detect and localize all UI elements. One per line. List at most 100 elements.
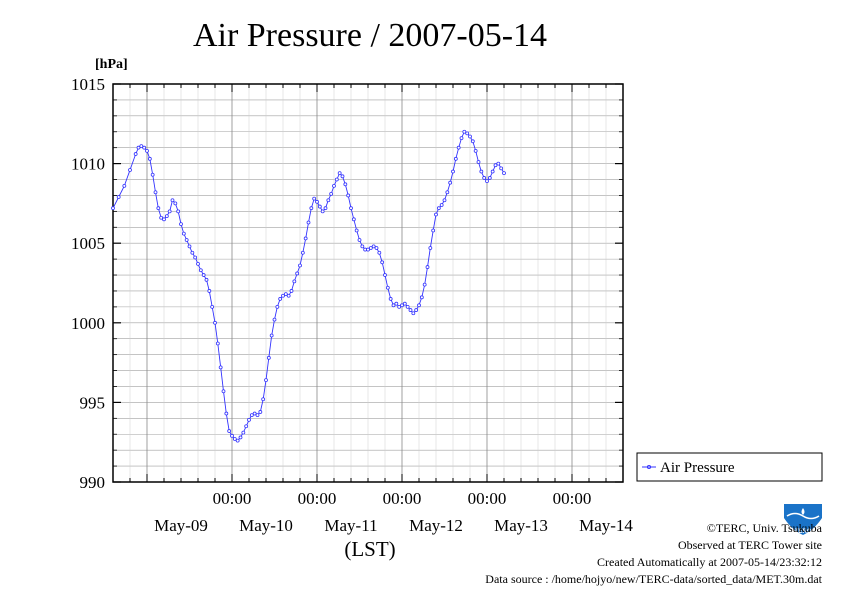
data-point (462, 129, 467, 134)
data-point (397, 304, 402, 309)
data-point (218, 365, 223, 370)
data-point (456, 145, 461, 150)
data-point (215, 341, 220, 346)
data-point (252, 411, 257, 416)
data-point (332, 183, 336, 188)
data-point (351, 217, 356, 222)
data-point (479, 169, 484, 174)
y-axis-unit: [hPa] (95, 57, 128, 72)
data-point (343, 182, 348, 187)
legend: Air Pressure (636, 452, 823, 482)
data-point (173, 201, 178, 206)
data-point (187, 244, 192, 249)
data-point (357, 238, 362, 242)
data-point (153, 190, 158, 195)
data-point (295, 271, 300, 276)
data-point (383, 273, 387, 277)
data-point (346, 193, 351, 198)
data-point (258, 410, 263, 414)
data-point (468, 134, 472, 139)
data-point (442, 198, 447, 203)
data-point (436, 206, 441, 211)
data-point (128, 168, 132, 172)
data-point (162, 217, 166, 222)
data-point (354, 228, 359, 233)
legend-swatch-marker (646, 464, 652, 470)
data-point (210, 304, 215, 309)
data-point (159, 215, 164, 220)
terc-logo-wave (786, 512, 820, 520)
data-point (419, 295, 424, 300)
data-point (309, 206, 314, 211)
terc-logo-text: TERC (795, 529, 812, 535)
data-point (312, 196, 317, 201)
x-date-label: May-12 (409, 516, 463, 535)
chart-title: Air Pressure / 2007-05-14 (193, 17, 547, 54)
data-point (249, 413, 254, 418)
data-point (391, 303, 396, 308)
data-point (394, 301, 399, 306)
data-point (145, 148, 149, 153)
data-point (190, 250, 195, 255)
data-point (414, 308, 419, 312)
data-point (445, 190, 450, 195)
data-point (385, 285, 390, 290)
data-point (235, 438, 240, 443)
data-point (360, 244, 365, 249)
data-point (405, 304, 410, 309)
data-point (340, 174, 345, 179)
y-axis: 990 995 1000 1005 1010 1015 (71, 75, 623, 492)
data-point (198, 268, 203, 273)
data-point (204, 277, 209, 282)
data-point (264, 378, 268, 383)
x-date-label: May-14 (579, 516, 633, 535)
x-time-label: 00:00 (468, 489, 507, 508)
data-point (417, 303, 421, 308)
data-point (181, 231, 186, 236)
data-point (439, 203, 444, 207)
data-point (315, 199, 319, 204)
data-point (400, 303, 404, 308)
data-point (193, 255, 198, 260)
data-point (496, 161, 501, 166)
x-date-label: May-10 (239, 516, 293, 535)
data-point (329, 191, 334, 196)
x-date-label: May-13 (494, 516, 548, 535)
data-point (453, 156, 458, 161)
data-point (428, 246, 433, 250)
data-point (232, 437, 237, 441)
data-point (283, 292, 288, 297)
data-point (278, 297, 283, 301)
data-point (377, 250, 382, 255)
data-point (116, 195, 121, 199)
data-point (133, 152, 138, 156)
data-point (201, 273, 206, 277)
data-point (184, 238, 189, 242)
y-tick-label: 995 (80, 393, 106, 412)
data-point (482, 176, 487, 180)
data-point (269, 333, 274, 338)
created-text: Created Automatically at 2007-05-14/23:3… (597, 555, 822, 569)
data-point (502, 171, 506, 176)
x-axis-label: (LST) (344, 537, 395, 561)
y-tick-label: 1005 (71, 234, 105, 253)
data-point (167, 209, 172, 214)
x-axis: 00:00 00:00 00:00 00:00 00:00 May-09 May-10 May… (129, 84, 633, 535)
data-point (485, 179, 489, 184)
data-point (337, 171, 342, 176)
data-point (292, 279, 297, 284)
data-point (371, 244, 376, 249)
data-point (139, 144, 144, 148)
data-point (422, 282, 427, 287)
data-point (374, 246, 379, 250)
data-point (275, 304, 280, 309)
y-tick-label: 990 (80, 473, 106, 492)
data-point (317, 204, 322, 209)
data-point (196, 261, 200, 266)
data-point (255, 413, 260, 418)
data-point (411, 311, 416, 316)
data-point (289, 289, 294, 293)
data-point (380, 260, 385, 265)
grid (113, 84, 623, 482)
data-point (487, 176, 492, 180)
